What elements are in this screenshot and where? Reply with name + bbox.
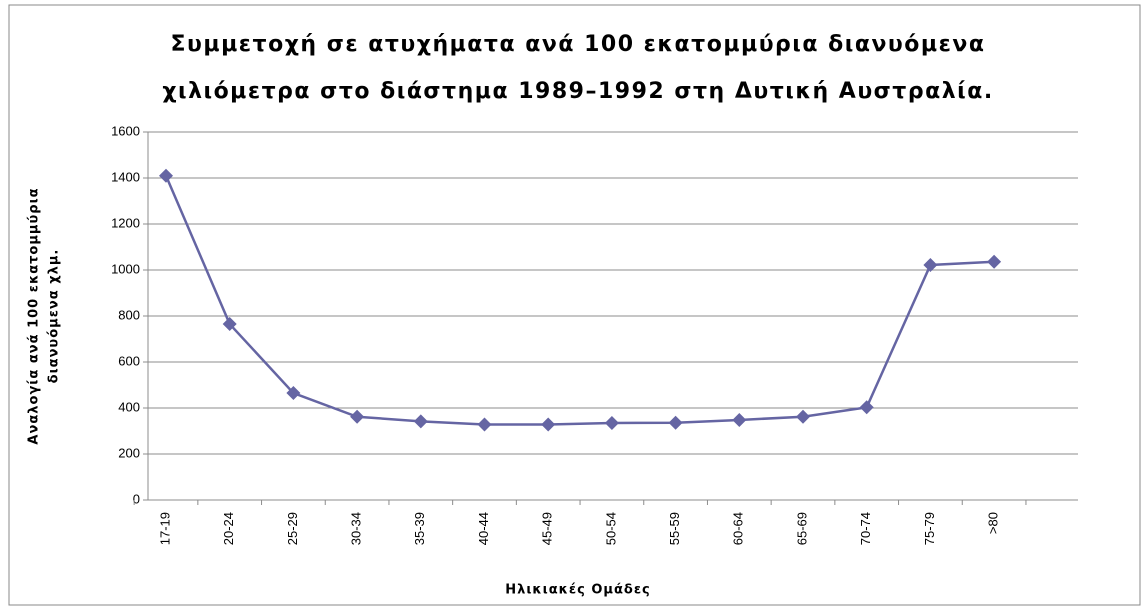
marker bbox=[286, 386, 301, 401]
x-tick-label: 65-69 bbox=[794, 512, 809, 545]
marker bbox=[987, 254, 1002, 269]
marker bbox=[222, 317, 237, 332]
chart-title: Συμμετοχή σε ατυχήματα ανά 100 εκατομμύρ… bbox=[171, 32, 986, 57]
x-axis-label: Ηλικιακές Ομάδες bbox=[505, 583, 651, 598]
x-tick-label: >80 bbox=[986, 512, 1001, 534]
marker bbox=[796, 409, 810, 424]
y-axis-label-line: Αναλογία ανά 100 εκατομμύρια bbox=[27, 187, 42, 444]
x-tick-label: 55-59 bbox=[667, 512, 682, 545]
x-tick-label: 50-54 bbox=[603, 512, 618, 545]
x-tick-label: 17-19 bbox=[157, 512, 172, 545]
y-tick-label: 800 bbox=[118, 307, 140, 322]
x-tick-label: 40-44 bbox=[476, 512, 491, 545]
y-tick-label: 0 bbox=[133, 491, 140, 506]
series-line bbox=[164, 175, 995, 426]
marker bbox=[413, 414, 428, 429]
marker bbox=[541, 417, 556, 432]
y-tick-label: 1400 bbox=[111, 169, 140, 184]
y-axis-label-line: διανυόμενα χλμ. bbox=[47, 249, 62, 384]
y-tick-label: 600 bbox=[118, 353, 140, 368]
marker bbox=[350, 409, 365, 424]
x-tick-label: 30-34 bbox=[349, 512, 364, 545]
x-tick-label: 20-24 bbox=[221, 512, 236, 545]
x-tick-label: 75-79 bbox=[922, 512, 937, 545]
y-axis-label: Αναλογία ανά 100 εκατομμύρια διανυόμενα … bbox=[27, 187, 62, 444]
marker bbox=[604, 415, 619, 430]
marker bbox=[477, 417, 492, 432]
marker bbox=[923, 257, 938, 272]
y-tick-label: 1600 bbox=[111, 123, 140, 138]
y-tick-label: 1000 bbox=[111, 261, 140, 276]
x-tick-label: 35-39 bbox=[412, 512, 427, 545]
y-tick-label: 200 bbox=[118, 445, 140, 460]
x-tick-label: 45-49 bbox=[540, 512, 555, 545]
marker bbox=[159, 168, 173, 183]
y-tick-label: 400 bbox=[118, 399, 140, 414]
x-tick-label: 70-74 bbox=[858, 512, 873, 545]
x-tick-label: 60-64 bbox=[731, 512, 746, 545]
y-tick-label: 1200 bbox=[111, 215, 140, 230]
chart-title: χιλιόμετρα στο διάστημα 1989–1992 στη Δυ… bbox=[162, 79, 993, 104]
marker bbox=[668, 415, 683, 430]
marker bbox=[732, 412, 747, 427]
marker bbox=[859, 400, 874, 415]
x-tick-label: 25-29 bbox=[285, 512, 300, 545]
